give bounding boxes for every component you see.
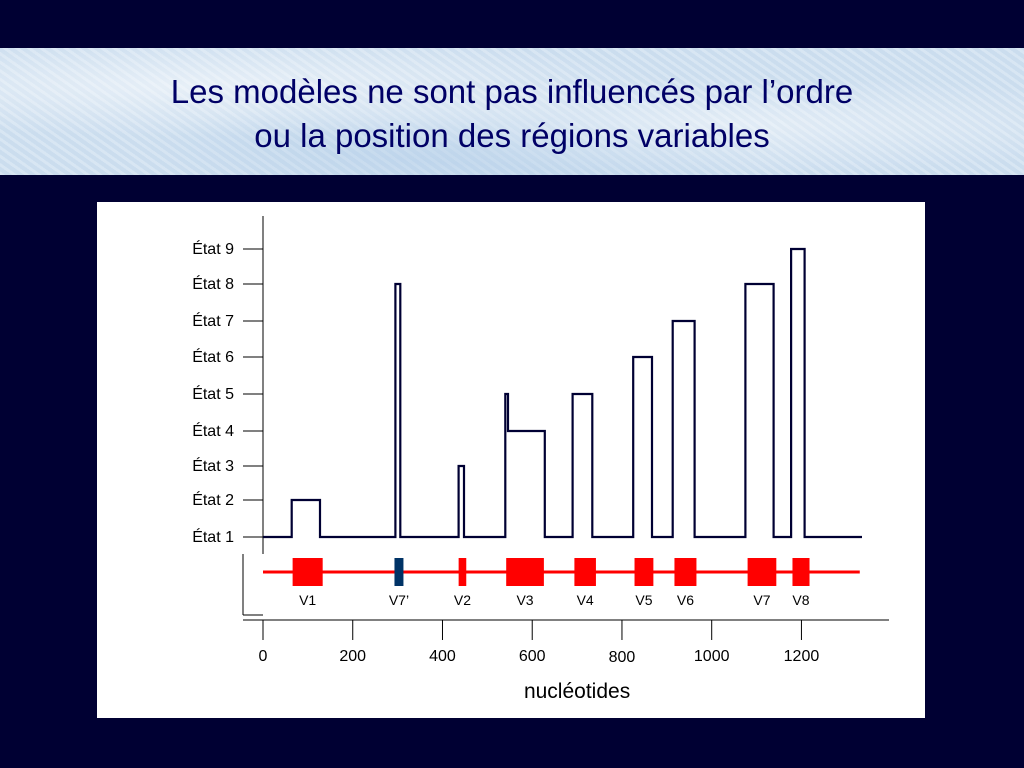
x-tick-label-600: 600 bbox=[519, 648, 546, 665]
region-label-v3: V3 bbox=[516, 592, 533, 608]
x-tick-label-1000: 1000 bbox=[694, 648, 730, 665]
slide-title-line-1: Les modèles ne sont pas influencés par l… bbox=[170, 73, 854, 110]
y-tick-label-etat-1: État 1 bbox=[192, 527, 234, 546]
x-axis-title: nucléotides bbox=[524, 680, 630, 703]
region-block-v2 bbox=[458, 558, 467, 586]
region-label-v7-prime: V7’ bbox=[389, 592, 409, 608]
y-tick-label-etat-8: État 8 bbox=[192, 274, 234, 293]
x-tick-label-200: 200 bbox=[339, 648, 366, 665]
region-block-v8 bbox=[792, 558, 810, 586]
y-tick-label-etat-2: État 2 bbox=[192, 490, 234, 509]
region-label-v4: V4 bbox=[577, 592, 594, 608]
region-label-v7: V7 bbox=[753, 592, 770, 608]
region-label-v2: V2 bbox=[454, 592, 471, 608]
region-block-v3 bbox=[506, 558, 544, 586]
title-banner bbox=[0, 48, 1024, 175]
region-block-v7 bbox=[747, 558, 777, 586]
y-tick-label-etat-5: État 5 bbox=[192, 384, 234, 403]
region-block-v5 bbox=[634, 558, 654, 586]
x-tick-label-400: 400 bbox=[429, 648, 456, 665]
step-chart: État 1 État 2 État 3 État 4 État 5 État 6 État… bbox=[192, 216, 889, 703]
region-label-v5: V5 bbox=[635, 592, 652, 608]
y-tick-label-etat-4: État 4 bbox=[192, 421, 234, 440]
region-label-v6: V6 bbox=[677, 592, 694, 608]
region-label-v8: V8 bbox=[792, 592, 809, 608]
y-tick-label-etat-7: État 7 bbox=[192, 311, 234, 330]
x-tick-label-1200: 1200 bbox=[784, 648, 820, 665]
region-label-v1: V1 bbox=[299, 592, 316, 608]
region-block-v4 bbox=[574, 558, 596, 586]
y-tick-label-etat-3: État 3 bbox=[192, 456, 234, 475]
slide-title: Les modèles ne sont pas influencés par l… bbox=[0, 70, 1024, 158]
slide-title-line-2: ou la position des régions variables bbox=[254, 117, 770, 154]
x-tick-label-0: 0 bbox=[259, 648, 268, 665]
region-block-v1 bbox=[292, 558, 323, 586]
y-tick-label-etat-6: État 6 bbox=[192, 347, 234, 366]
state-step-line bbox=[263, 247, 862, 539]
chart-panel: État 1 État 2 État 3 État 4 État 5 État 6 État… bbox=[97, 202, 925, 718]
y-tick-label-etat-9: État 9 bbox=[192, 239, 234, 258]
region-block-v7-prime bbox=[394, 558, 404, 586]
region-block-v6 bbox=[674, 558, 697, 586]
x-tick-label-800: 800 bbox=[609, 649, 636, 666]
